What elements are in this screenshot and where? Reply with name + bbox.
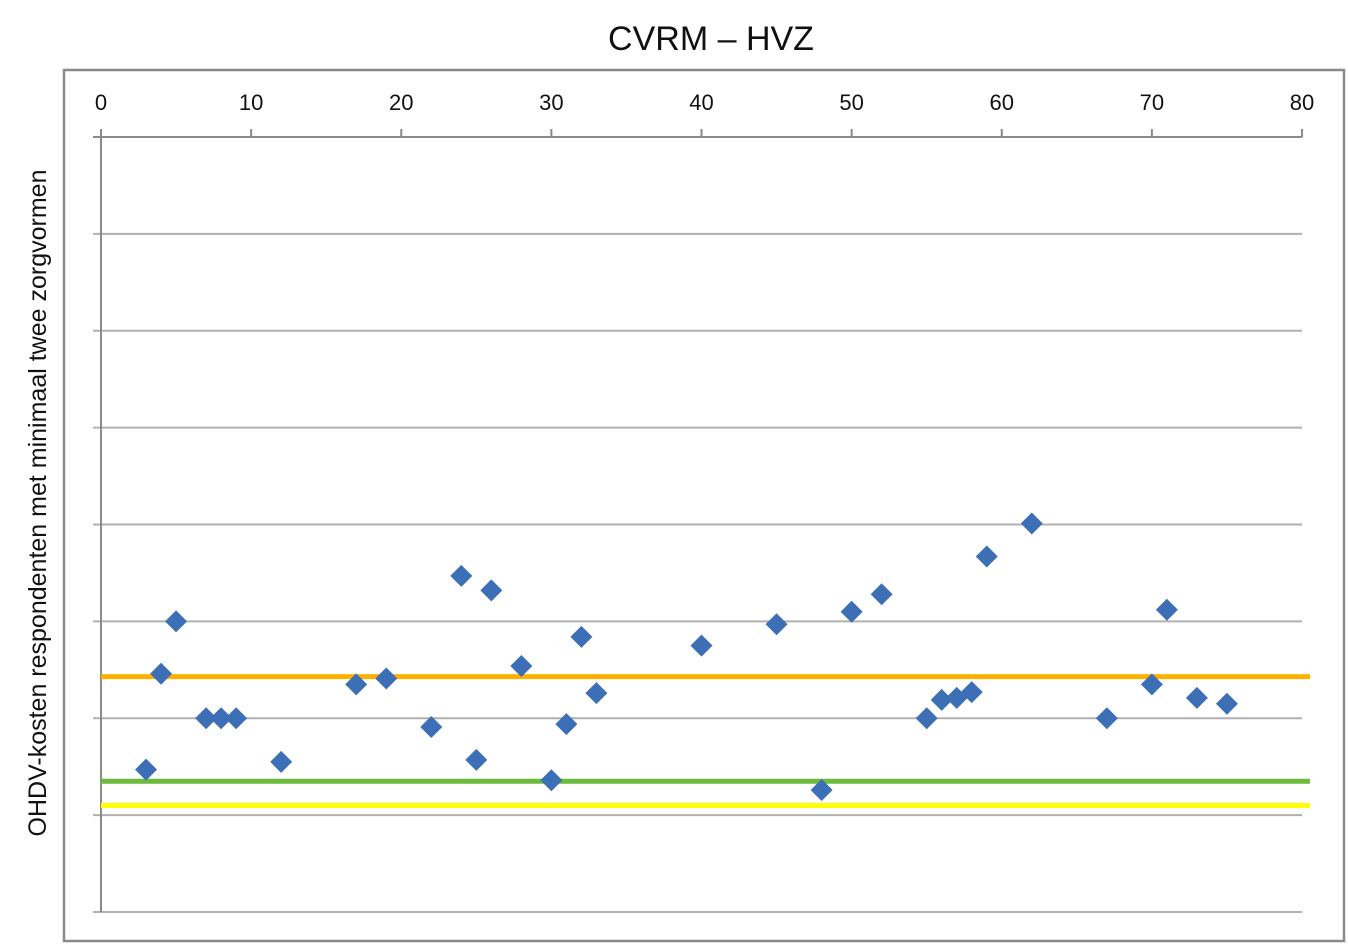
data-point — [480, 579, 503, 602]
data-point — [135, 758, 158, 781]
data-point — [870, 583, 893, 606]
data-point — [210, 707, 233, 730]
data-point — [690, 634, 713, 657]
data-point — [930, 688, 953, 711]
x-tick-label: 20 — [389, 90, 413, 115]
plot-frame — [62, 68, 1346, 943]
chart-title: CVRM – HVZ — [608, 20, 814, 58]
data-point — [1215, 692, 1238, 715]
x-tick-label: 70 — [1140, 90, 1164, 115]
y-axis-label: OHDV-kosten respondenten met minimaal tw… — [24, 170, 52, 837]
data-point — [570, 625, 593, 648]
data-point — [585, 682, 608, 705]
data-point — [450, 564, 473, 587]
data-point — [225, 707, 248, 730]
data-point — [465, 748, 488, 771]
data-point — [510, 654, 533, 677]
reference-lines — [101, 674, 1310, 808]
data-point — [915, 707, 938, 730]
data-point — [540, 769, 563, 792]
x-tick-label: 40 — [689, 90, 713, 115]
data-point — [420, 715, 443, 738]
data-point — [195, 707, 218, 730]
x-tick-label: 0 — [95, 90, 107, 115]
data-point — [150, 662, 173, 685]
data-point — [270, 750, 293, 773]
x-tick-label: 10 — [239, 90, 263, 115]
data-point — [375, 667, 398, 690]
data-point — [165, 610, 188, 633]
data-point — [1020, 512, 1043, 535]
axes — [100, 129, 1303, 912]
data-point — [1155, 598, 1178, 621]
x-tick-labels: 0 10 20 30 40 50 60 70 80 — [95, 90, 1314, 115]
gridlines — [93, 136, 1302, 913]
data-point — [345, 673, 368, 696]
data-point — [960, 681, 983, 704]
data-point — [555, 713, 578, 736]
data-point — [765, 613, 788, 636]
data-point — [1185, 686, 1208, 709]
data-points — [135, 512, 1238, 801]
data-point — [1140, 673, 1163, 696]
x-tick-label: 80 — [1290, 90, 1314, 115]
data-point — [810, 778, 833, 801]
x-tick-label: 50 — [839, 90, 863, 115]
x-tick-label: 60 — [990, 90, 1014, 115]
data-point — [1095, 707, 1118, 730]
data-point — [975, 545, 998, 568]
data-point — [840, 600, 863, 623]
x-tick-label: 30 — [539, 90, 563, 115]
